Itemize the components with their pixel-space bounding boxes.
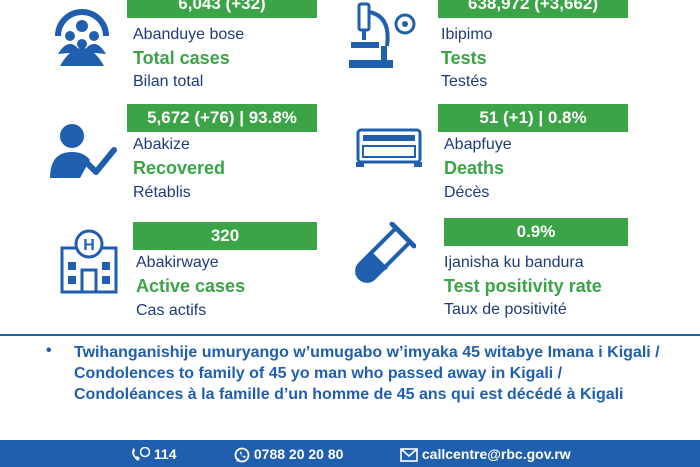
contact-footer: 114 0788 20 20 80 callcentre@rbc.gov.rw [0,440,700,467]
email-address: callcentre@rbc.gov.rw [421,446,571,462]
phone-24-icon [132,447,151,462]
note-bullet: • [46,342,52,359]
tests-label-fr: Testés [441,73,488,90]
active-cases-label-en: Active cases [136,276,246,296]
positivity-value: 0.9% [444,218,628,246]
crowd-icon [55,9,109,66]
recovered-value: 5,672 (+76) | 93.8% [127,104,317,132]
phone-number: 0788 20 20 80 [253,446,344,462]
recovered-label-rw: Abakize [133,136,190,153]
hospital-icon: H [60,229,118,294]
recovered-label-en: Recovered [133,158,226,178]
total-cases-label-en: Total cases [133,48,230,68]
recovered-label-fr: Rétablis [133,184,191,201]
test-tube-icon [355,222,416,283]
whatsapp-icon [234,447,250,463]
positivity-label-rw: Ijanisha ku bandura [444,254,584,271]
condolence-note: Twihanganishije umuryango w’umugabo w’im… [74,344,660,403]
deaths-value: 51 (+1) | 0.8% [438,104,628,132]
tests-label-rw: Ibipimo [441,26,493,43]
deaths-label-fr: Décès [444,184,490,201]
positivity-label-fr: Taux de positivité [444,301,567,318]
email-contact[interactable]: callcentre@rbc.gov.rw [400,446,571,463]
hotline-contact[interactable]: 114 [130,446,176,463]
hotline-number: 114 [153,446,177,462]
positivity-label-en: Test positivity rate [444,276,602,296]
deaths-label-rw: Abapfuye [444,136,512,153]
total-cases-label-fr: Bilan total [133,73,204,90]
active-cases-label-rw: Abakirwaye [136,254,219,271]
deaths-label-en: Deaths [444,158,505,178]
total-cases-label-rw: Abanduye bose [133,26,245,43]
coffin-icon [356,128,422,167]
microscope-icon [349,2,416,68]
total-cases-value: 6,043 (+32) [127,0,317,18]
tests-value: 638,972 (+3,662) [438,0,628,18]
phone-contact[interactable]: 0788 20 20 80 [234,446,343,463]
person-check-icon [50,124,117,178]
tests-label-en: Tests [441,48,487,68]
active-cases-value: 320 [133,222,317,250]
email-icon [400,448,418,463]
svg-text:H: H [83,237,95,254]
section-divider [0,334,700,336]
active-cases-label-fr: Cas actifs [136,302,207,319]
